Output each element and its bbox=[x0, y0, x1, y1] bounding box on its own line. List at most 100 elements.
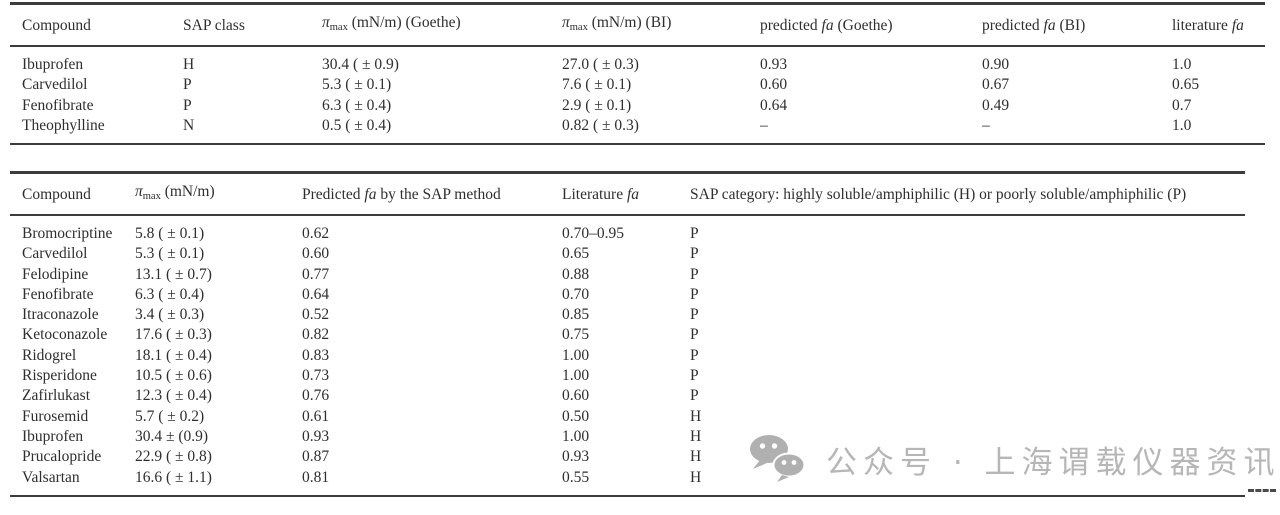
table-goethe-bi-comparison: Compound SAP class πmax (mN/m) (Goethe) πma… bbox=[10, 2, 1265, 146]
cell: 0.65 bbox=[1172, 76, 1200, 94]
cell: 0.67 bbox=[982, 76, 1010, 94]
cell: 6.3 ( ± 0.4) bbox=[322, 96, 392, 114]
column-header: Predicted fa by the SAP method bbox=[302, 172, 562, 216]
column-header: SAP category: highly soluble/amphiphilic… bbox=[690, 172, 1245, 216]
cell: 18.1 ( ± 0.4) bbox=[135, 346, 212, 364]
cell: Bromocriptine bbox=[22, 225, 113, 242]
cell: H bbox=[690, 407, 702, 425]
cell: P bbox=[690, 306, 699, 324]
cell: P bbox=[690, 387, 699, 405]
table-row: Fenofibrate P 6.3 ( ± 0.4) 2.9 ( ± 0.1) 0.64… bbox=[10, 96, 1265, 116]
cell: P bbox=[690, 285, 699, 303]
cell: 0.5 ( ± 0.4) bbox=[322, 116, 392, 134]
cell: P bbox=[183, 96, 192, 114]
column-header: Compound bbox=[10, 172, 135, 216]
cell: N bbox=[183, 116, 195, 134]
table-row: Zafirlukast 12.3 ( ± 0.4) 0.76 0.60 P bbox=[10, 386, 1245, 406]
cell: 0.60 bbox=[562, 387, 590, 405]
cell: Ketoconazole bbox=[22, 326, 108, 344]
cell: 16.6 ( ± 1.1) bbox=[135, 468, 212, 486]
watermark-text: 公众号 · 上海谓载仪器资讯 bbox=[826, 444, 1280, 481]
cell: 30.4 ( ± 0.9) bbox=[322, 56, 399, 73]
column-header: πmax (mN/m) (Goethe) bbox=[322, 3, 562, 47]
table-row: Bromocriptine 5.8 ( ± 0.1) 0.62 0.70–0.95 P bbox=[10, 215, 1245, 244]
wechat-chat-bubbles-icon bbox=[748, 434, 810, 484]
cell: 30.4 ± (0.9) bbox=[135, 427, 209, 445]
cell: Zafirlukast bbox=[22, 387, 91, 405]
table-row: Theophylline N 0.5 ( ± 0.4) 0.82 ( ± 0.3) – –… bbox=[10, 116, 1265, 144]
cell: Fenofibrate bbox=[22, 285, 94, 303]
cell: 0.87 bbox=[302, 448, 330, 466]
column-header: predicted fa (BI) bbox=[982, 3, 1172, 47]
table-row: Felodipine 13.1 ( ± 0.7) 0.77 0.88 P bbox=[10, 265, 1245, 285]
cell: 0.65 bbox=[562, 245, 590, 263]
cell: 0.82 ( ± 0.3) bbox=[562, 116, 639, 134]
cell: – bbox=[982, 116, 990, 134]
table-row: Ibuprofen 30.4 ± (0.9) 0.93 1.00 H bbox=[10, 427, 1245, 447]
cell: H bbox=[690, 427, 702, 445]
cell: 0.85 bbox=[562, 306, 590, 324]
cell: 5.3 ( ± 0.1) bbox=[322, 76, 392, 94]
cell: Carvedilol bbox=[22, 76, 88, 94]
table-sap-prediction: Compound πmax (mN/m) Predicted fa by the S… bbox=[10, 171, 1245, 497]
table-row: Ridogrel 18.1 ( ± 0.4) 0.83 1.00 P bbox=[10, 346, 1245, 366]
cell: 3.4 ( ± 0.3) bbox=[135, 306, 205, 324]
cell: 10.5 ( ± 0.6) bbox=[135, 367, 212, 385]
cell: 0.60 bbox=[760, 76, 788, 94]
table-row: Valsartan 16.6 ( ± 1.1) 0.81 0.55 H bbox=[10, 468, 1245, 496]
cell: 0.82 bbox=[302, 326, 330, 344]
cell: 0.55 bbox=[562, 468, 590, 486]
cell: Ibuprofen bbox=[22, 427, 84, 445]
cell: 0.70 bbox=[562, 285, 590, 303]
cell: 0.93 bbox=[562, 448, 590, 466]
cell: 5.3 ( ± 0.1) bbox=[135, 245, 205, 263]
cell: P bbox=[690, 346, 699, 364]
column-header: predicted fa (Goethe) bbox=[760, 3, 982, 47]
cell: 6.3 ( ± 0.4) bbox=[135, 285, 205, 303]
cell: 5.8 ( ± 0.1) bbox=[135, 225, 205, 242]
cell: 27.0 ( ± 0.3) bbox=[562, 56, 639, 73]
cell: 0.73 bbox=[302, 367, 330, 385]
cell: 7.6 ( ± 0.1) bbox=[562, 76, 632, 94]
cell: Ridogrel bbox=[22, 346, 77, 364]
scan-artifact-dashes bbox=[1248, 489, 1276, 492]
cell: P bbox=[690, 326, 699, 344]
cell: 17.6 ( ± 0.3) bbox=[135, 326, 212, 344]
cell: 0.81 bbox=[302, 468, 330, 486]
cell: 1.00 bbox=[562, 346, 590, 364]
column-header: literature fa bbox=[1172, 3, 1265, 47]
cell: 1.00 bbox=[562, 427, 590, 445]
column-header: Compound bbox=[10, 3, 183, 47]
cell: 5.7 ( ± 0.2) bbox=[135, 407, 205, 425]
cell: 0.7 bbox=[1172, 96, 1192, 114]
cell: 2.9 ( ± 0.1) bbox=[562, 96, 632, 114]
cell: 0.61 bbox=[302, 407, 330, 425]
table-row: Furosemid 5.7 ( ± 0.2) 0.61 0.50 H bbox=[10, 407, 1245, 427]
watermark: 公众号 · 上海谓载仪器资讯 bbox=[748, 434, 1280, 484]
cell: 0.83 bbox=[302, 346, 330, 364]
cell: 22.9 ( ± 0.8) bbox=[135, 448, 212, 466]
header-row: Compound πmax (mN/m) Predicted fa by the S… bbox=[10, 172, 1245, 216]
cell: Felodipine bbox=[22, 265, 89, 283]
cell: H bbox=[690, 448, 702, 466]
cell: 0.64 bbox=[302, 285, 330, 303]
cell: Fenofibrate bbox=[22, 96, 94, 114]
table-row: Risperidone 10.5 ( ± 0.6) 0.73 1.00 P bbox=[10, 366, 1245, 386]
cell: Prucalopride bbox=[22, 448, 102, 466]
cell: Theophylline bbox=[22, 116, 105, 134]
cell: 0.52 bbox=[302, 306, 330, 324]
column-header: πmax (mN/m) bbox=[135, 172, 302, 216]
cell: Risperidone bbox=[22, 367, 97, 385]
cell: P bbox=[690, 245, 699, 263]
cell: 0.93 bbox=[760, 56, 788, 73]
cell: 0.62 bbox=[302, 225, 330, 242]
table-row: Itraconazole 3.4 ( ± 0.3) 0.52 0.85 P bbox=[10, 305, 1245, 325]
cell: H bbox=[690, 468, 702, 486]
cell: 1.0 bbox=[1172, 116, 1192, 134]
table-row: Carvedilol 5.3 ( ± 0.1) 0.60 0.65 P bbox=[10, 244, 1245, 264]
cell: 0.64 bbox=[760, 96, 788, 114]
column-header: πmax (mN/m) (BI) bbox=[562, 3, 760, 47]
cell: P bbox=[183, 76, 192, 94]
table-row: Ibuprofen H 30.4 ( ± 0.9) 27.0 ( ± 0.3) 0.93… bbox=[10, 46, 1265, 75]
cell: P bbox=[690, 265, 699, 283]
